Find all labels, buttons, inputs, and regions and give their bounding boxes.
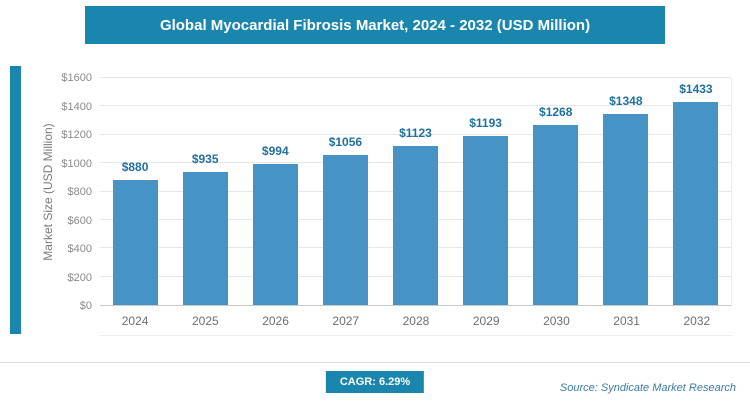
- bar-2029: [463, 135, 509, 305]
- bar-value-label: $1056: [328, 135, 363, 150]
- plot-wrap: $880 $935 $994 $1056 $1123 $1193 $1268 $1348 $14…: [100, 77, 732, 340]
- y-tick-label: $1000: [61, 157, 92, 170]
- bar-value-label: $935: [191, 152, 219, 167]
- bar-value-label: $1348: [609, 93, 643, 108]
- y-axis-ticks: $0 $200 $400 $600 $800 $1000 $1200 $1400 $1600: [52, 72, 100, 312]
- bar-slot: $1056: [310, 78, 380, 305]
- y-tick-label: $600: [67, 214, 92, 227]
- bar-2024: [112, 180, 158, 305]
- bar-2031: [603, 113, 649, 305]
- bar-2028: [392, 145, 438, 305]
- bar-slot: $1268: [521, 78, 591, 305]
- bar-value-label: $994: [261, 143, 289, 158]
- plot-area: $880 $935 $994 $1056 $1123 $1193 $1268 $1348 $14…: [100, 77, 732, 306]
- x-tick-label: 2031: [613, 313, 640, 328]
- x-tick-label: 2025: [191, 313, 219, 328]
- gridline: [100, 77, 731, 78]
- bar-value-label: $1268: [539, 105, 573, 120]
- bar-slot: $1433: [661, 78, 731, 305]
- y-tick-label: $1200: [61, 129, 92, 141]
- bar-2032: [673, 101, 719, 305]
- x-tick-label: 2026: [262, 313, 289, 328]
- cagr-badge: CAGR: 6.29%: [325, 371, 425, 393]
- y-tick-label: $1600: [61, 72, 92, 84]
- bar-2030: [533, 125, 579, 305]
- y-tick-label: $800: [67, 186, 92, 198]
- y-axis-label-column: Market Size (USD Million): [30, 70, 55, 340]
- gridline: [100, 105, 731, 107]
- x-tick-label: 2032: [683, 313, 711, 328]
- x-tick-label: 2027: [332, 313, 360, 328]
- bars-container: $880 $935 $994 $1056 $1123 $1193 $1268 $1348 $14…: [100, 78, 731, 305]
- x-tick-label: 2028: [402, 313, 430, 328]
- bar-chart: Market Size (USD Million) $0 $200 $400 $600…: [30, 70, 740, 340]
- x-tick-label: 2030: [543, 313, 570, 328]
- x-axis-labels: 2024 2025 2026 2027 2028 2029 2030 2031 2032: [100, 306, 732, 336]
- y-tick-label: $1400: [61, 100, 92, 113]
- bar-2026: [252, 163, 298, 305]
- bar-slot: $880: [100, 78, 170, 305]
- y-tick-label: $200: [67, 271, 92, 284]
- bar-value-label: $1433: [679, 81, 713, 96]
- bar-slot: $1348: [591, 78, 661, 305]
- x-tick-label: 2029: [472, 313, 500, 328]
- left-accent-strip: [10, 66, 21, 334]
- bar-value-label: $880: [121, 160, 149, 175]
- bar-value-label: $1193: [469, 115, 502, 130]
- gridline: [100, 133, 731, 135]
- y-tick-label: $0: [79, 300, 92, 312]
- bar-slot: $994: [240, 78, 310, 305]
- bar-slot: $1193: [451, 78, 521, 305]
- chart-title-bar: Global Myocardial Fibrosis Market, 2024 …: [85, 6, 665, 44]
- y-tick-label: $400: [67, 243, 92, 255]
- bar-value-label: $1123: [399, 125, 432, 140]
- bar-slot: $1123: [380, 78, 450, 305]
- bar-2027: [322, 155, 368, 305]
- x-tick-label: 2024: [121, 313, 149, 328]
- source-attribution: Source: Syndicate Market Research: [559, 382, 736, 394]
- chart-title: Global Myocardial Fibrosis Market, 2024 …: [159, 16, 591, 34]
- bar-slot: $935: [170, 78, 240, 305]
- footer-divider: [0, 362, 750, 363]
- bar-2025: [182, 172, 228, 305]
